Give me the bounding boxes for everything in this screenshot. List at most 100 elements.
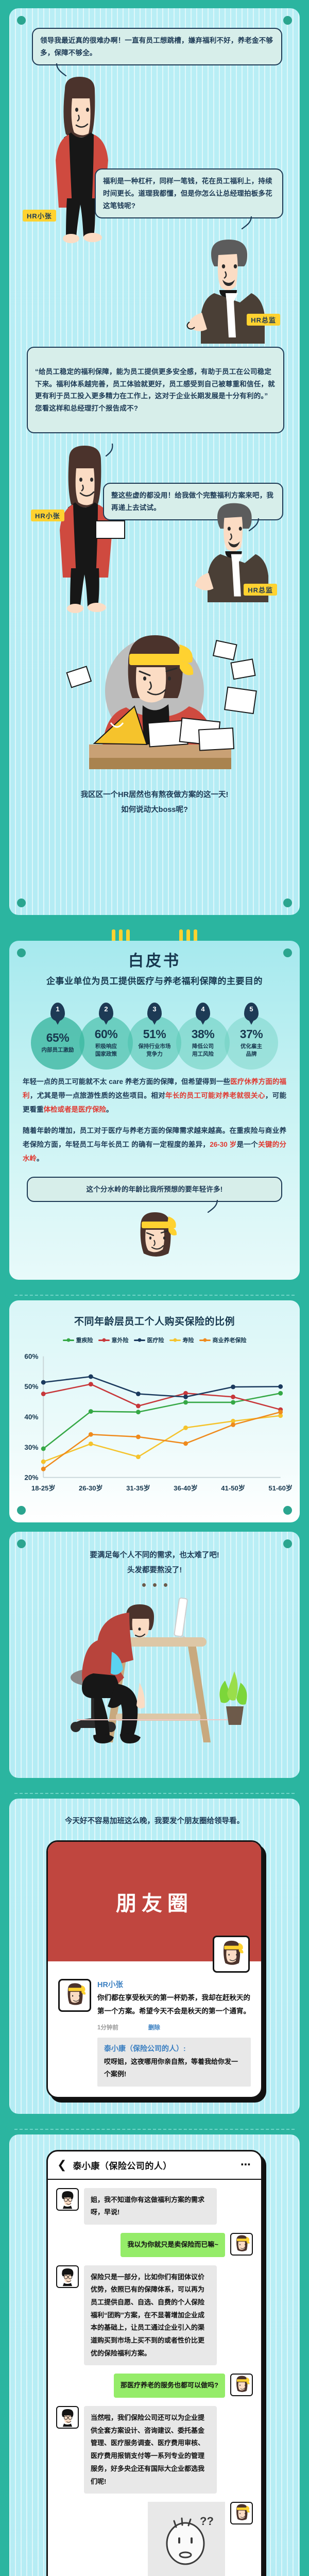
scene2-caption-1: 要满足每个人不同的需求，也太难了吧! [90,1551,219,1560]
bubble-1-text: 领导我最近真的很难办啊！一直有员工想跳槽，嫌弃福利不好，养老金不够多，保障不够全… [40,37,273,57]
top-spacer [0,0,309,8]
whitepaper1-card: 白皮书 企事业单位为员工提供医疗与养老福利保障的主要目的 1 65% 内部员工激励 2… [9,941,300,1280]
hr-zhang-avatar-icon [67,1983,86,2005]
divider-notch [296,2124,304,2133]
legend-swatch [62,1339,74,1341]
stat-rank-pin: 3 [147,1002,162,1021]
post-author-avatar[interactable] [58,1978,91,2012]
chart-data-point [278,1413,283,1418]
comment-text: 哎呀姐，这夜哪用你亲自熬，等着我给你发一个案例! [104,2058,238,2078]
highlight-text: 年长的员工可能对养老就很关心 [165,1091,265,1099]
speech-bubble-5: 这个分水岭的年龄比我所预想的要年轻许多! [27,1176,282,1213]
moments-profile-avatar[interactable] [213,1935,250,1973]
stat-value: 60% [94,1027,118,1041]
divider-notch [5,2124,13,2133]
stat-rank: 3 [152,1005,157,1013]
hr-zhang-illustration [56,77,108,244]
chart-data-point [88,1409,93,1414]
legend-label: 寿险 [182,1337,194,1344]
corner-dot [283,16,292,25]
corner-dot [17,1505,26,1515]
highlight-text: 26-30 岁 [210,1140,237,1148]
chat-message: 那医疗养老的服务也都可以做吗? [56,2374,253,2398]
nametag-hr-zhang: HR小张 [23,210,56,222]
section-divider [5,2123,304,2134]
chat-sticker: ?? [148,2502,225,2576]
legend-swatch [199,1339,211,1341]
tired-at-desk-illustration [71,1597,247,1743]
chat-avatar-them[interactable] [56,2188,79,2211]
stat-circle: 38% 降低公司 用工风险 [176,1015,230,1070]
whitepaper1-paragraph-1: 年轻一点的员工可能就不太 care 养老方面的保障，但希望得到一些医疗休养方面的… [23,1077,287,1113]
stat-rank: 5 [249,1005,253,1013]
scene2-caption-2: 头发都要熬没了! [127,1566,182,1574]
svg-text:??: ?? [200,2515,214,2528]
whitepaper1-subtitle: 企事业单位为员工提供医疗与养老福利保障的主要目的 [46,976,263,986]
chart-series-line [42,1411,281,1470]
post-comment: 泰小康（保险公司的人）: 哎呀姐，这夜哪用你亲自熬，等着我给你发一个案例! [97,2038,251,2087]
x-axis-tick: 26-30岁 [79,1484,103,1492]
chart-data-point [183,1426,188,1431]
corner-dot [283,948,292,957]
whitepaper1-title: 白皮书 [128,953,181,970]
chat-bubble: 我以为你就只是卖保险而已嘛~ [121,2232,225,2257]
post-delete-button[interactable]: 删除 [148,2025,160,2031]
chat-avatar-them[interactable] [56,2265,79,2288]
post-author-name[interactable]: HR小张 [97,1980,123,1989]
chart-data-point [88,1442,93,1447]
divider-notch [296,1291,304,1299]
moments-post: HR小张 你们都在享受秋天的第一杯奶茶，我却在赶秋天的第一个方案。希望今天不会是… [48,1961,261,2097]
chart-data-point [135,1454,141,1460]
legend-item: 寿险 [169,1336,194,1344]
x-axis-tick: 36-40岁 [174,1484,198,1492]
chart-data-point [88,1374,93,1379]
stat-label: 降低公司 用工风险 [192,1043,214,1057]
chart-data-point [41,1467,46,1472]
chart-legend: 重疾险 意外险 医疗险 寿险 商业养老保险 [9,1331,300,1346]
chart-series-line [42,1393,281,1450]
caption-line-1: 我区区一个HR居然也有熬夜做方案的这一天! [80,791,229,799]
nametag-hr-director-2: HR总监 [244,584,277,596]
chat-message: 当然啦，我们保险公司还可以为企业提供全套方案设计、咨询建议、委托基金管理、医疗服… [56,2406,253,2494]
section-divider [5,1787,304,1799]
chart-series-line [42,1415,281,1463]
chat-avatar-me[interactable] [230,2232,253,2256]
stat-rank: 2 [104,1005,108,1013]
y-axis-tick: 40% [24,1413,38,1421]
caption-line-2: 如何说动大boss呢? [121,806,188,814]
chat-message: 我以为你就只是卖保险而已嘛~ [56,2232,253,2257]
chat-message-list: 姐，我不知道你有这做福利方案的需求呀，早说! 我以为你就只是卖保险而已嘛~ 保险只是… [48,2180,261,2576]
chevron-left-icon[interactable]: ❮ [57,2158,67,2172]
legend-label: 重疾险 [76,1337,93,1344]
legend-label: 意外险 [111,1337,129,1344]
chat-avatar-me[interactable] [230,2502,253,2525]
chat-title: 泰小康（保险公司的人） [73,2161,172,2171]
chat-bubble: 保险只是一部分，比如你们有团体议价优势，依照已有的保障体系，可以再为员工提供自愿… [84,2265,217,2366]
speech-bubble-4: 整这些虚的都没用！给我做个完整福利方案来吧，我再递上去试试。 [103,483,283,532]
chart-data-point [183,1400,188,1405]
chat-avatar-them[interactable] [56,2406,79,2429]
nametag-hr-zhang-2: HR小张 [31,510,64,521]
post-text: 你们都在享受秋天的第一杯奶茶，我却在赶秋天的第一个方案。希望今天不会是秋天的第一… [97,1993,250,2015]
stat-rank-pin: 5 [244,1002,259,1021]
corner-dot [17,899,26,907]
scene1-card: 领导我最近真的很难办啊！一直有员工想跳槽，嫌弃福利不好，养老金不够多，保障不够全… [9,8,300,915]
line-chart-svg: 20% 30% 40% 50% 60% 18-25岁 26-30岁 31-35岁 36-40岁 4… [24,1353,293,1492]
legend-swatch [98,1339,110,1341]
bubble-tail-icon [105,431,119,456]
chat-avatar-me[interactable] [230,2374,253,2397]
comment-author-name[interactable]: 泰小康（保险公司的人）: [104,2044,186,2053]
chart-card: 不同年龄层员工个人购买保险的比例 重疾险 意外险 医疗险 寿险 商业养老保险 20% 30… [9,1300,300,1522]
chart-series-line [42,1376,281,1398]
chart-data-point [135,1410,141,1415]
confused-face-sticker: ?? [166,2515,214,2565]
stat-value: 37% [239,1027,263,1041]
whitepaper1-paragraph-2: 随着年龄的增加，员工对于医疗与养老方面的保障需求越来越高。在重疾险与商业养老保险… [23,1126,287,1162]
stat-value: 38% [191,1027,215,1041]
more-horizontal-icon[interactable]: ⋯ [241,2159,252,2171]
moments-cover-title: 朋友圈 [116,1892,193,1915]
legend-item: 医疗险 [133,1336,164,1344]
chat-bubble: 当然啦，我们保险公司还可以为企业提供全套方案设计、咨询建议、委托基金管理、医疗服… [84,2406,217,2494]
stat-rank-pin: 2 [99,1002,113,1021]
